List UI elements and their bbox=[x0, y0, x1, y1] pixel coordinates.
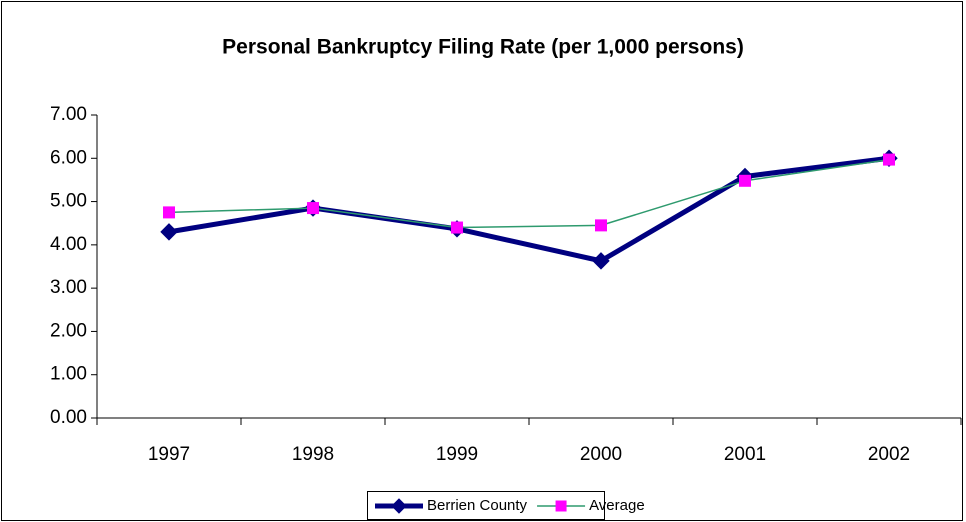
y-tick-label: 6.00 bbox=[50, 147, 87, 168]
legend-label: Average bbox=[589, 497, 645, 514]
y-tick-label: 0.00 bbox=[50, 407, 87, 428]
x-tick-label: 1999 bbox=[436, 444, 478, 465]
y-tick-label: 4.00 bbox=[50, 234, 87, 255]
series-marker bbox=[163, 206, 175, 219]
series-line bbox=[168, 155, 890, 264]
y-tick-label: 2.00 bbox=[50, 320, 87, 341]
x-tick-label: 2002 bbox=[868, 444, 910, 465]
series-marker bbox=[160, 223, 178, 241]
series-marker bbox=[595, 219, 607, 232]
x-tick-label: 1997 bbox=[148, 444, 190, 465]
series-line bbox=[168, 158, 890, 229]
legend-marker bbox=[391, 498, 407, 514]
legend-label: Berrien County bbox=[427, 497, 528, 514]
series-marker bbox=[883, 153, 895, 166]
x-tick-label: 1998 bbox=[292, 444, 334, 465]
series-marker bbox=[307, 202, 319, 215]
x-tick-label: 2000 bbox=[580, 444, 622, 465]
series-marker bbox=[592, 252, 610, 270]
chart-title: Personal Bankruptcy Filing Rate (per 1,0… bbox=[222, 36, 744, 59]
series-marker bbox=[739, 174, 751, 187]
y-tick-label: 1.00 bbox=[50, 364, 87, 385]
y-tick-label: 5.00 bbox=[50, 191, 87, 212]
y-tick-label: 3.00 bbox=[50, 277, 87, 298]
x-tick-label: 2001 bbox=[724, 444, 766, 465]
series-marker bbox=[451, 221, 463, 234]
y-tick-label: 7.00 bbox=[50, 104, 87, 125]
legend-marker bbox=[555, 500, 567, 512]
